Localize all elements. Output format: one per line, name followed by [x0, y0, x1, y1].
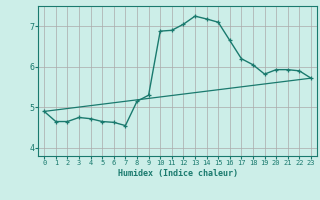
- X-axis label: Humidex (Indice chaleur): Humidex (Indice chaleur): [118, 169, 238, 178]
